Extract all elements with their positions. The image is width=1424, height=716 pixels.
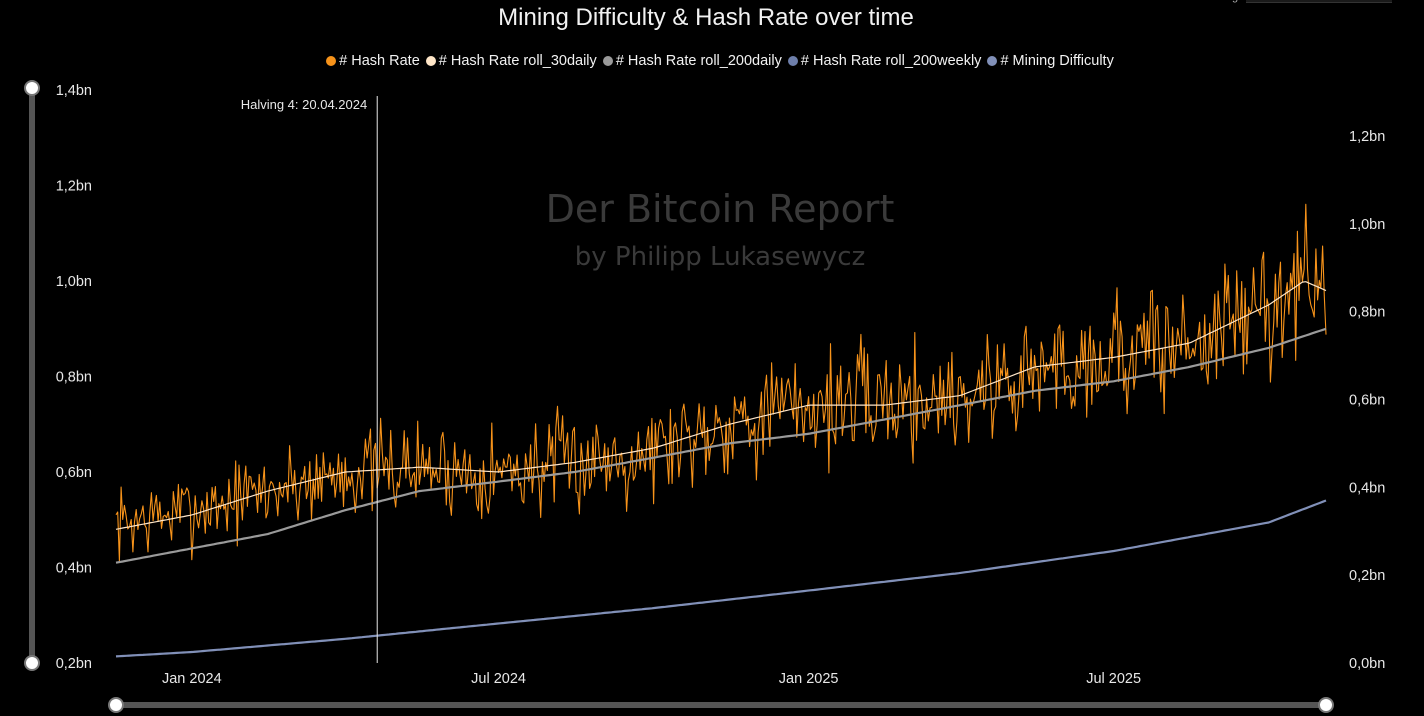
x-tick-label: Jan 2024 — [162, 671, 222, 687]
x-tick-label: Jul 2024 — [471, 671, 526, 687]
y-slider-track[interactable] — [29, 88, 35, 663]
legend-item-roll-200daily[interactable]: # Hash Rate roll_200daily — [602, 53, 782, 69]
legend-dot-mining-difficulty — [987, 56, 998, 66]
y-left-tick-label: 0,4bn — [56, 561, 92, 577]
legend-dot-roll-30daily — [425, 56, 436, 66]
watermark-title: Der Bitcoin Report — [546, 187, 895, 231]
legend-item-roll-200weekly[interactable]: # Hash Rate roll_200weekly — [787, 53, 982, 69]
y-right-tick-label: 0,6bn — [1349, 393, 1385, 409]
legend-item-roll-30daily[interactable]: # Hash Rate roll_30daily — [425, 53, 597, 69]
y-left-tick-label: 0,8bn — [56, 370, 92, 386]
y-right-tick-label: 1,2bn — [1349, 129, 1385, 145]
chart-title: Mining Difficulty & Hash Rate over time — [498, 4, 914, 31]
x-tick-label: Jan 2025 — [779, 671, 839, 687]
y-right-tick-label: 1,0bn — [1349, 217, 1385, 233]
y-slider-handle-bottom[interactable] — [24, 655, 40, 671]
legend-label-roll-200weekly: # Hash Rate roll_200weekly — [800, 53, 982, 69]
x-slider-track[interactable] — [116, 702, 1326, 708]
top-right-label: g — [1232, 0, 1238, 3]
series-line-hash-rate-roll-200daily[interactable] — [115, 327, 1327, 564]
x-range-slider[interactable] — [108, 697, 1334, 713]
y-left-tick-label: 1,2bn — [56, 179, 92, 195]
series-line-hash-rate-roll-30daily[interactable] — [115, 281, 1327, 530]
legend-label-hash-rate: # Hash Rate — [339, 53, 420, 69]
y-left-tick-label: 1,4bn — [56, 83, 92, 99]
legend-dot-roll-200weekly — [787, 56, 798, 66]
y-right-tick-label: 0,8bn — [1349, 305, 1385, 321]
y-left-tick-label: 0,6bn — [56, 465, 92, 481]
series-line-mining-difficulty[interactable] — [115, 499, 1327, 658]
y-range-slider[interactable] — [24, 80, 40, 671]
y-right-tick-label: 0,2bn — [1349, 568, 1385, 584]
legend-label-roll-30daily: # Hash Rate roll_30daily — [438, 53, 597, 69]
top-right-filter-box[interactable] — [1246, 0, 1392, 3]
chart-legend: # Hash Rate # Hash Rate roll_30daily # H… — [0, 53, 1424, 70]
y-left-tick-label: 1,0bn — [56, 274, 92, 290]
legend-dot-roll-200daily — [602, 56, 613, 66]
legend-item-hash-rate[interactable]: # Hash Rate — [326, 53, 420, 69]
y-right-tick-label: 0,0bn — [1349, 656, 1385, 672]
x-slider-handle-left[interactable] — [108, 697, 124, 713]
legend-label-roll-200daily: # Hash Rate roll_200daily — [615, 53, 782, 69]
legend-dot-hash-rate — [326, 56, 337, 66]
x-slider-handle-right[interactable] — [1318, 697, 1334, 713]
y-left-tick-label: 0,2bn — [56, 656, 92, 672]
legend-label-mining-difficulty: # Mining Difficulty — [1000, 53, 1114, 69]
x-tick-label: Jul 2025 — [1086, 671, 1141, 687]
y-right-tick-label: 0,4bn — [1349, 480, 1385, 496]
legend-item-mining-difficulty[interactable]: # Mining Difficulty — [987, 53, 1114, 69]
y-slider-handle-top[interactable] — [24, 80, 40, 96]
halving-annotation-label: Halving 4: 20.04.2024 — [241, 97, 367, 112]
chart-axes: 1,4bn 1,2bn 1,0bn 0,8bn 0,6bn 0,4bn 0,2bn 1,2bn… — [56, 83, 1386, 687]
chart-series — [115, 203, 1327, 658]
watermark-subtitle: by Philipp Lukasewycz — [575, 242, 865, 272]
